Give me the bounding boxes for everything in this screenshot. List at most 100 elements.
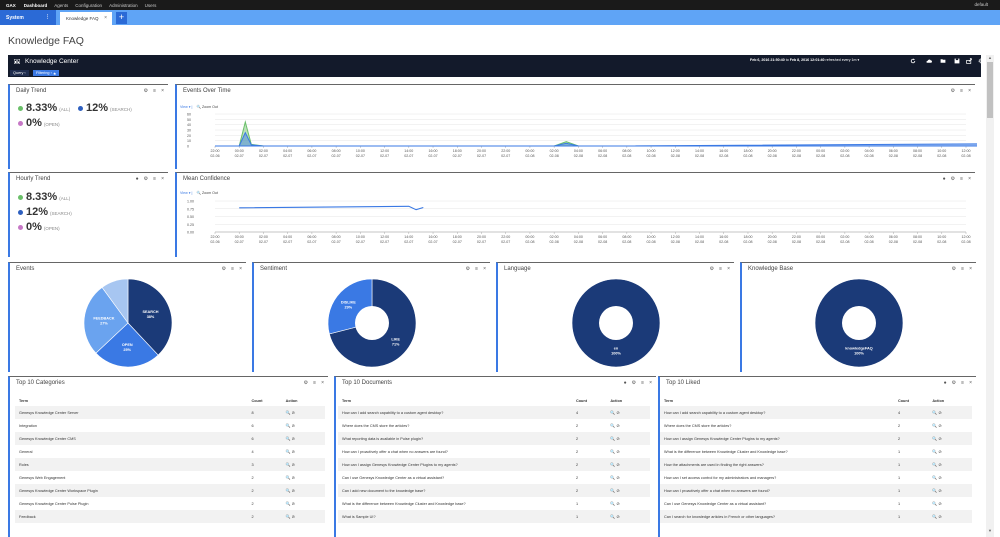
action-icons[interactable]: 🔍 ⊘: [610, 475, 620, 480]
info-icon[interactable]: ●: [943, 380, 947, 386]
action-icons[interactable]: 🔍 ⊘: [932, 501, 942, 506]
series-line-0[interactable]: [239, 205, 424, 211]
action-icons[interactable]: 🔍 ⊘: [928, 406, 972, 419]
action-icons[interactable]: 🔍 ⊘: [928, 458, 972, 471]
settings-gear-icon[interactable]: [978, 58, 984, 64]
nav-agents[interactable]: Agents: [54, 2, 69, 8]
action-icons[interactable]: 🔍 ⊘: [285, 501, 296, 506]
action-icons[interactable]: 🔍 ⊘: [606, 484, 650, 497]
gear-icon[interactable]: ⚙: [221, 266, 227, 272]
menu-icon[interactable]: ≡: [961, 266, 965, 272]
menu-icon[interactable]: ≡: [961, 380, 965, 386]
filtering-chip[interactable]: Filtering ‹ ★: [33, 70, 60, 76]
action-icons[interactable]: 🔍 ⊘: [932, 449, 942, 454]
action-icons[interactable]: 🔍 ⊘: [606, 458, 650, 471]
scrollbar-thumb[interactable]: [987, 62, 993, 118]
column-header[interactable]: Action: [610, 399, 623, 403]
nav-dashboard[interactable]: Dashboard: [23, 2, 48, 8]
close-icon[interactable]: ×: [727, 266, 730, 272]
pie-slice[interactable]: [83, 286, 129, 354]
action-icons[interactable]: 🔍 ⊘: [928, 432, 972, 445]
brand-logo[interactable]: GAX: [6, 2, 16, 8]
menu-icon[interactable]: ≡: [313, 380, 317, 386]
action-icons[interactable]: 🔍 ⊘: [281, 458, 325, 471]
series-area-0[interactable]: [215, 120, 977, 147]
info-icon[interactable]: ●: [135, 176, 139, 182]
action-icons[interactable]: 🔍 ⊘: [606, 510, 650, 523]
menu-icon[interactable]: ≡: [153, 88, 157, 94]
action-icons[interactable]: 🔍 ⊘: [610, 501, 620, 506]
column-header[interactable]: Count: [576, 399, 587, 403]
menu-icon[interactable]: ≡: [153, 176, 157, 182]
nav-administration[interactable]: Administration: [109, 2, 138, 8]
close-tab-icon[interactable]: ×: [104, 15, 107, 21]
pie-slice[interactable]: [127, 278, 173, 356]
gear-icon[interactable]: ⚙: [951, 380, 957, 386]
save-icon[interactable]: [954, 58, 960, 64]
column-header[interactable]: Term: [664, 399, 674, 403]
close-icon[interactable]: ×: [239, 266, 242, 272]
menu-icon[interactable]: ≡: [960, 176, 964, 182]
query-chip[interactable]: Query ‹: [10, 70, 29, 76]
column-header[interactable]: Term: [342, 399, 352, 403]
menu-icon[interactable]: ≡: [719, 266, 723, 272]
action-icons[interactable]: 🔍 ⊘: [281, 484, 325, 497]
gear-icon[interactable]: ⚙: [950, 176, 956, 182]
info-icon[interactable]: ●: [942, 176, 946, 182]
column-header[interactable]: Count: [251, 399, 263, 403]
menu-icon[interactable]: ≡: [960, 88, 964, 94]
close-icon[interactable]: ×: [969, 266, 972, 272]
close-icon[interactable]: ×: [161, 88, 164, 94]
menu-icon[interactable]: ≡: [231, 266, 235, 272]
gear-icon[interactable]: ⚙: [951, 266, 957, 272]
view-dropdown[interactable]: View: [180, 105, 188, 109]
close-icon[interactable]: ×: [483, 266, 486, 272]
gear-icon[interactable]: ⚙: [950, 88, 956, 94]
kebab-icon[interactable]: ⋮: [45, 14, 50, 20]
close-icon[interactable]: ×: [321, 380, 324, 386]
action-icons[interactable]: 🔍 ⊘: [606, 406, 650, 419]
scroll-down-icon[interactable]: ▼: [988, 528, 992, 533]
info-icon[interactable]: ●: [623, 380, 627, 386]
action-icons[interactable]: 🔍 ⊘: [610, 449, 620, 454]
action-icons[interactable]: 🔍 ⊘: [281, 432, 325, 445]
zoom-out-button[interactable]: 🔍 Zoom Out: [196, 105, 218, 109]
close-icon[interactable]: ×: [968, 176, 971, 182]
close-icon[interactable]: ×: [969, 380, 972, 386]
column-header[interactable]: Count: [898, 399, 909, 403]
action-icons[interactable]: 🔍 ⊘: [928, 484, 972, 497]
pie-slice[interactable]: [95, 322, 159, 368]
gear-icon[interactable]: ⚙: [631, 380, 637, 386]
tab-knowledge-faq[interactable]: Knowledge FAQ ×: [60, 12, 112, 25]
close-icon[interactable]: ×: [968, 88, 971, 94]
share-icon[interactable]: [966, 58, 972, 64]
close-icon[interactable]: ×: [161, 176, 164, 182]
gear-icon[interactable]: ⚙: [709, 266, 715, 272]
action-icons[interactable]: 🔍 ⊘: [606, 432, 650, 445]
action-icons[interactable]: 🔍 ⊘: [932, 423, 942, 428]
action-icons[interactable]: 🔍 ⊘: [281, 406, 325, 419]
action-icons[interactable]: 🔍 ⊘: [928, 510, 972, 523]
page-scrollbar[interactable]: [986, 55, 994, 537]
pie-slice[interactable]: [101, 278, 129, 324]
user-menu[interactable]: default: [974, 2, 988, 7]
nav-configuration[interactable]: Configuration: [75, 2, 103, 8]
menu-icon[interactable]: ≡: [475, 266, 479, 272]
close-icon[interactable]: ×: [649, 380, 652, 386]
gear-icon[interactable]: ⚙: [143, 88, 149, 94]
column-header[interactable]: Action: [285, 399, 298, 403]
time-range[interactable]: Feb 6, 2016 21:50:40 to Feb 8, 2016 12:0…: [750, 58, 860, 62]
scroll-up-icon[interactable]: ▲: [988, 55, 992, 60]
column-header[interactable]: Term: [19, 399, 29, 403]
nav-users[interactable]: Users: [144, 2, 157, 8]
action-icons[interactable]: 🔍 ⊘: [285, 449, 296, 454]
view-dropdown[interactable]: View: [180, 191, 188, 195]
action-icons[interactable]: 🔍 ⊘: [610, 423, 620, 428]
action-icons[interactable]: 🔍 ⊘: [281, 510, 325, 523]
gear-icon[interactable]: ⚙: [303, 380, 309, 386]
add-tab-button[interactable]: +: [116, 12, 127, 24]
series-area-1[interactable]: [215, 131, 977, 147]
action-icons[interactable]: 🔍 ⊘: [285, 475, 296, 480]
cloud-icon[interactable]: [926, 58, 932, 64]
folder-icon[interactable]: [940, 58, 946, 64]
